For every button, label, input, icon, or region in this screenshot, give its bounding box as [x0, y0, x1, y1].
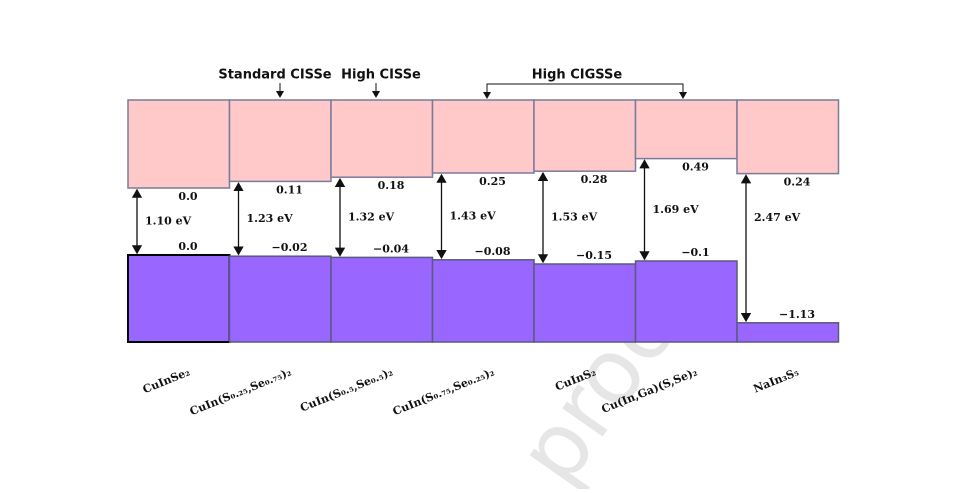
gap-label: 1.10 eV	[145, 215, 192, 228]
valence-band	[330, 256, 434, 343]
gap-label: 1.43 eV	[450, 209, 497, 222]
cbo-label: 0.0	[178, 190, 197, 203]
material-label: CuIn(S₀.₇₅,Se₀.₂₅)₂	[391, 365, 497, 418]
vbo-label: 0.0	[178, 240, 197, 253]
valence-band	[736, 322, 840, 343]
conduction-band	[736, 99, 840, 175]
cbo-label: 0.11	[276, 183, 303, 196]
conduction-band	[533, 99, 637, 172]
vbo-label: −0.02	[271, 241, 307, 254]
gap-label: 1.69 eV	[653, 203, 700, 216]
valence-band	[634, 260, 738, 343]
cbo-label: 0.49	[682, 161, 709, 174]
header: High CIGSSe	[532, 68, 623, 83]
cbo-label: 0.18	[378, 179, 405, 192]
gap-label: 1.23 eV	[247, 212, 294, 225]
valence-band	[228, 255, 332, 343]
cbo-label: 0.24	[784, 176, 811, 189]
material-label: CuInSe₂	[141, 365, 192, 396]
bracket	[483, 83, 687, 99]
conduction-band	[228, 99, 332, 183]
cbo-label: 0.28	[581, 173, 608, 186]
cbo-label: 0.25	[479, 175, 506, 188]
vbo-label: −1.13	[779, 308, 815, 321]
material-label: NaIn₃S₅	[751, 365, 800, 395]
gap-label: 2.47 eV	[754, 211, 801, 224]
header: High CISSe	[341, 68, 421, 83]
valence-band	[533, 263, 637, 343]
vbo-label: −0.1	[681, 246, 709, 259]
vbo-label: −0.08	[474, 245, 510, 258]
header: Standard CISSe	[218, 68, 331, 83]
vbo-label: −0.15	[576, 249, 612, 262]
conduction-band	[431, 99, 535, 174]
gap-label: 1.32 eV	[348, 210, 395, 223]
conduction-band	[127, 99, 231, 189]
vbo-label: −0.04	[373, 242, 409, 255]
valence-band	[127, 254, 231, 343]
material-label: CuIn(S₀.₅,Se₀.₅)₂	[298, 365, 395, 414]
bands: 1.10 eV 0.0 0.0 CuInSe₂ 1.23 eV 0.11 −0.02 CuIn…	[127, 99, 840, 418]
conduction-band	[330, 99, 434, 178]
material-label: CuIn(S₀.₂₅,Se₀.₇₅)₂	[188, 365, 294, 418]
valence-band	[431, 259, 535, 343]
gap-label: 1.53 eV	[551, 211, 598, 224]
conduction-band	[634, 99, 738, 160]
